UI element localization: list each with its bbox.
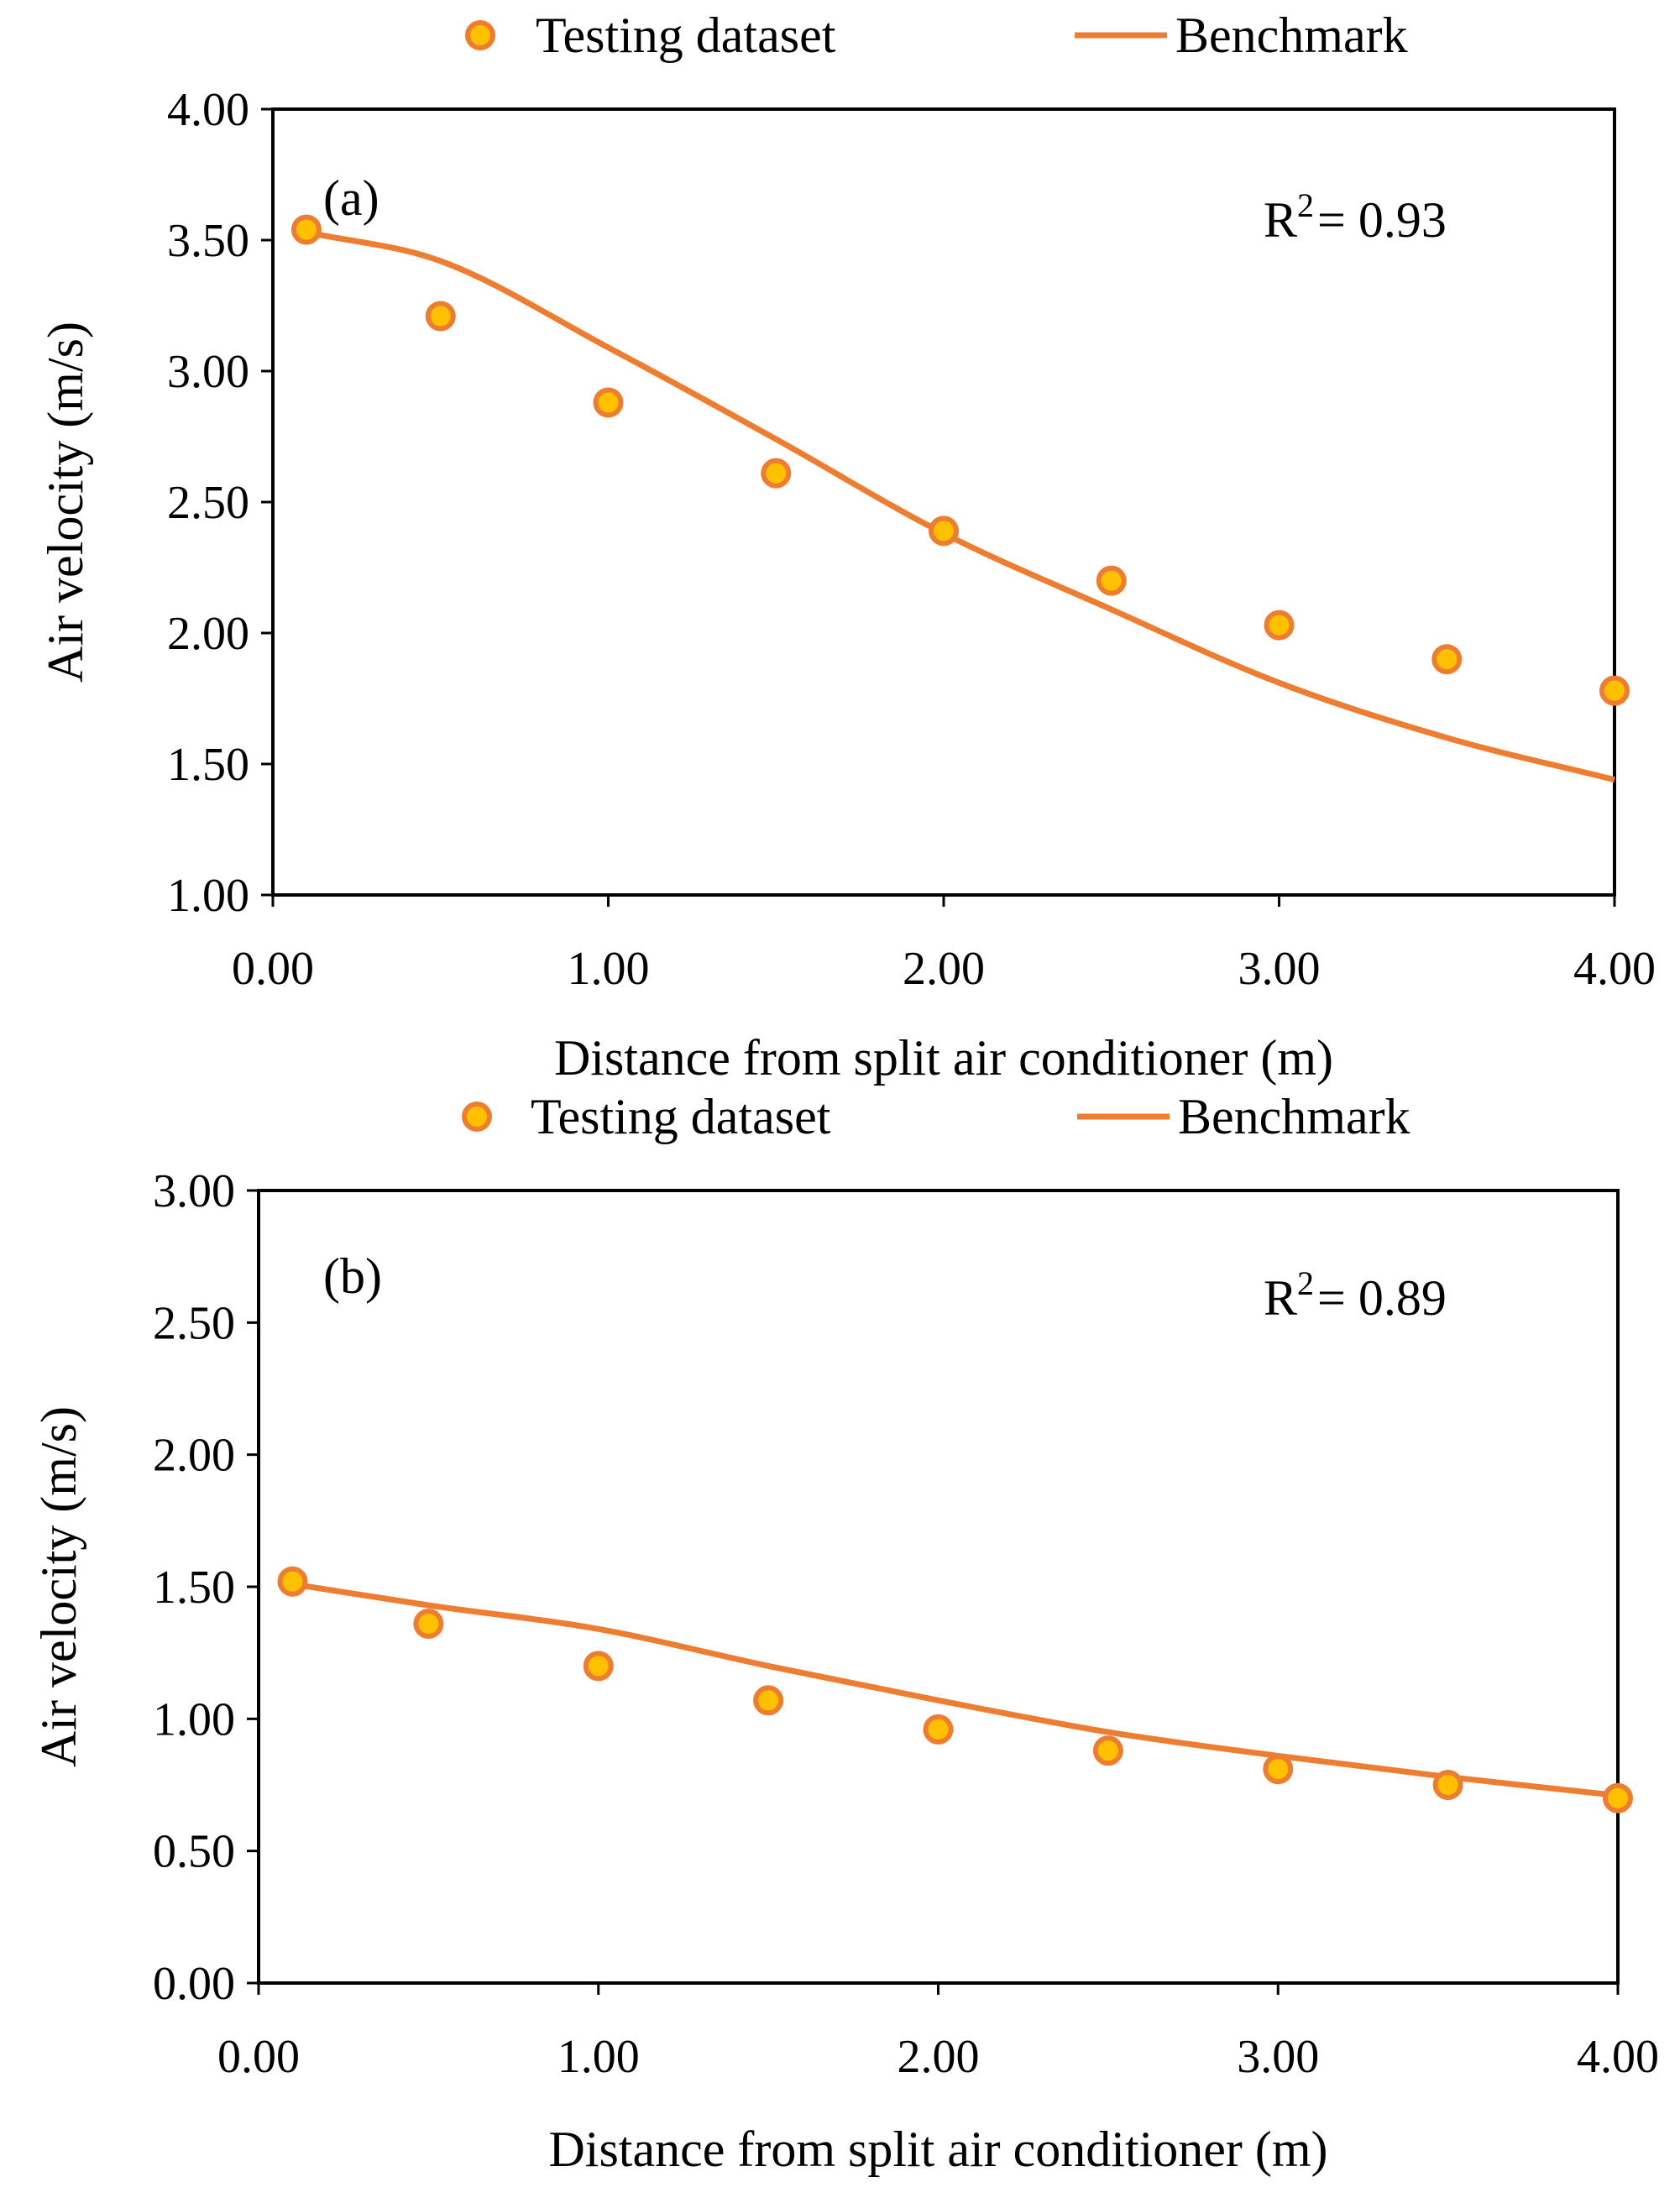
data-point-testing-dataset xyxy=(1092,1735,1123,1766)
x-tick-label: 4.00 xyxy=(1573,943,1656,995)
x-tick-label: 0.00 xyxy=(232,943,314,995)
x-tick-label: 1.00 xyxy=(568,943,650,995)
legend-label-testing-dataset: Testing dataset xyxy=(536,8,836,63)
data-point-testing-dataset xyxy=(425,301,456,332)
y-axis-title: Air velocity (m/s) xyxy=(31,1406,86,1767)
x-tick-label: 0.00 xyxy=(217,2031,300,2083)
x-axis-title: Distance from split air conditioner (m) xyxy=(548,2122,1327,2177)
y-tick-label: 1.50 xyxy=(153,1562,235,1614)
data-point-testing-dataset xyxy=(413,1609,444,1640)
y-tick-label: 4.00 xyxy=(167,84,249,136)
x-tick-label: 3.00 xyxy=(1238,943,1321,995)
data-point-testing-dataset xyxy=(761,458,792,489)
data-point-testing-dataset xyxy=(1096,565,1127,596)
benchmark-line xyxy=(306,229,1615,783)
chart-panel-b: Testing dataset Benchmark 0.00 0.50 1.00 1.50… xyxy=(31,1089,1659,2177)
y-tick-label: 2.50 xyxy=(167,477,249,529)
y-axis-title: Air velocity (m/s) xyxy=(38,322,93,683)
panel-label: (b) xyxy=(323,1248,382,1304)
y-tick-label: 3.00 xyxy=(167,346,249,398)
data-point-testing-dataset xyxy=(753,1685,784,1716)
data-point-testing-dataset xyxy=(583,1651,614,1682)
y-tick-label: 1.00 xyxy=(167,870,249,922)
x-tick-label: 2.00 xyxy=(903,943,985,995)
data-point-testing-dataset xyxy=(593,387,624,418)
y-tick-label: 0.50 xyxy=(153,1826,235,1878)
chart-panel-a: Testing dataset Benchmark 1.00 1.50 2.00 2.50… xyxy=(38,8,1656,1086)
x-tick-label: 1.00 xyxy=(557,2031,640,2083)
x-tick-label: 2.00 xyxy=(898,2031,980,2083)
y-tick-label: 1.00 xyxy=(153,1693,235,1745)
legend-label-benchmark: Benchmark xyxy=(1175,8,1408,63)
legend-label-testing-dataset: Testing dataset xyxy=(531,1089,831,1144)
legend-marker-testing-dataset xyxy=(462,1102,492,1132)
data-point-testing-dataset xyxy=(1264,610,1295,641)
x-tick-label: 3.00 xyxy=(1237,2031,1319,2083)
x-tick-label: 4.00 xyxy=(1577,2031,1659,2083)
data-point-testing-dataset xyxy=(1431,644,1463,675)
data-point-testing-dataset xyxy=(1432,1770,1463,1800)
y-tick-label: 1.50 xyxy=(167,739,249,791)
panel-label: (a) xyxy=(323,170,379,226)
data-point-testing-dataset xyxy=(277,1566,308,1597)
r2-annotation: R2= 0.93 xyxy=(1264,186,1447,248)
x-axis-title: Distance from split air conditioner (m) xyxy=(554,1030,1333,1086)
legend-marker-testing-dataset xyxy=(465,20,495,50)
data-point-testing-dataset xyxy=(929,515,959,547)
y-tick-label: 3.00 xyxy=(153,1165,235,1217)
data-point-testing-dataset xyxy=(1263,1754,1294,1785)
data-point-testing-dataset xyxy=(923,1714,954,1745)
y-tick-label: 0.00 xyxy=(153,1958,235,2010)
data-point-testing-dataset xyxy=(1603,1782,1633,1813)
data-point-testing-dataset xyxy=(290,214,322,245)
r2-annotation: R2= 0.89 xyxy=(1264,1264,1447,1326)
y-tick-label: 2.00 xyxy=(167,608,249,660)
data-point-testing-dataset xyxy=(1599,675,1630,706)
y-tick-label: 2.00 xyxy=(153,1430,235,1482)
y-tick-label: 2.50 xyxy=(153,1297,235,1349)
benchmark-line xyxy=(291,1581,1619,1799)
legend-label-benchmark: Benchmark xyxy=(1178,1089,1410,1144)
y-tick-label: 3.50 xyxy=(167,215,249,267)
